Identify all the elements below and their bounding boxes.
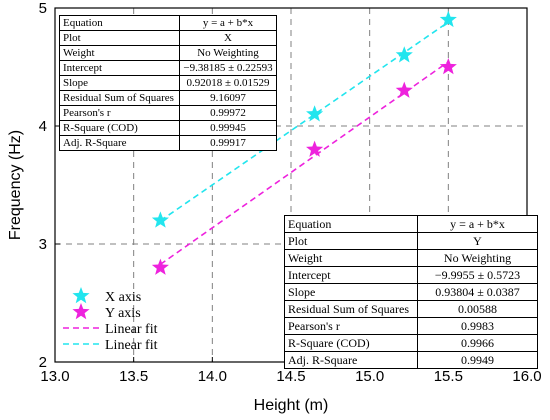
- fit-table-value: X: [179, 30, 277, 46]
- x-tick-label: 14.5: [276, 368, 305, 385]
- legend-label: Linear fit: [105, 338, 158, 353]
- fit-table-value: y = a + b*x: [417, 215, 538, 233]
- data-point: [395, 46, 413, 63]
- x-tick-label: 15.5: [434, 368, 463, 385]
- fit-table-value: 0.99945: [179, 120, 277, 136]
- fit-table-key: Adj. R-Square: [284, 351, 418, 369]
- legend-label: X axis: [105, 290, 141, 305]
- fit-table-value: Y: [417, 232, 538, 250]
- fit-table-row: Weight No Weighting: [284, 249, 538, 267]
- fit-table-key: Plot: [59, 30, 180, 46]
- fit-table-row: Residual Sum of Squares 9.16097: [59, 90, 277, 106]
- fit-table-y: Equation y = a + b*x Plot Y Weight No Weighti…: [284, 215, 538, 369]
- fit-table-row: Equation y = a + b*x: [59, 15, 277, 31]
- data-point: [306, 140, 324, 157]
- fit-table-value: 0.9983: [417, 317, 538, 335]
- data-point: [306, 105, 324, 122]
- fit-table-value: 0.99972: [179, 105, 277, 121]
- y-tick-label: 4: [39, 118, 47, 135]
- fit-table-row: R-Square (COD) 0.99945: [59, 120, 277, 136]
- fit-table-key: Pearson's r: [284, 317, 418, 335]
- fit-table-key: Residual Sum of Squares: [284, 300, 418, 318]
- fit-table-value: No Weighting: [179, 45, 277, 61]
- y-tick-label: 2: [39, 354, 47, 371]
- fit-table-value: No Weighting: [417, 249, 538, 267]
- x-axis-title: Height (m): [254, 397, 329, 414]
- fit-table-key: R-Square (COD): [59, 120, 180, 136]
- fit-table-row: Weight No Weighting: [59, 45, 277, 61]
- fit-table-value: 9.16097: [179, 90, 277, 106]
- fit-table-key: Intercept: [59, 60, 180, 76]
- x-tick-label: 13.0: [40, 368, 69, 385]
- x-tick-label: 13.5: [119, 368, 148, 385]
- fit-table-key: Adj. R-Square: [59, 135, 180, 151]
- fit-table-key: Pearson's r: [59, 105, 180, 121]
- data-point: [439, 58, 457, 75]
- y-tick-label: 3: [39, 236, 47, 253]
- fit-table-row: R-Square (COD) 0.9966: [284, 334, 538, 352]
- fit-table-row: Intercept −9.9955 ± 0.5723: [284, 266, 538, 284]
- fit-table-key: Equation: [284, 215, 418, 233]
- fit-table-value: −9.9955 ± 0.5723: [417, 266, 538, 284]
- fit-table-row: Pearson's r 0.99972: [59, 105, 277, 121]
- legend-marker: [72, 287, 90, 304]
- fit-table-value: 0.93804 ± 0.0387: [417, 283, 538, 301]
- fit-table-row: Pearson's r 0.9983: [284, 317, 538, 335]
- fit-table-x: Equation y = a + b*x Plot X Weight No Weighti…: [59, 15, 277, 151]
- fit-table-row: Intercept −9.38185 ± 0.22593: [59, 60, 277, 76]
- fit-table-key: Slope: [59, 75, 180, 91]
- data-point: [439, 10, 457, 28]
- legend-label: Y axis: [105, 306, 141, 321]
- x-tick-label: 14.0: [198, 368, 227, 385]
- fit-table-key: Slope: [284, 283, 418, 301]
- fit-table-row: Equation y = a + b*x: [284, 215, 538, 233]
- fit-table-value: −9.38185 ± 0.22593: [179, 60, 277, 76]
- fit-table-value: 0.00588: [417, 300, 538, 318]
- fit-table-value: 0.99917: [179, 135, 277, 151]
- axis-ticks: 13.0 13.5 14.0 14.5 15.0 15.5 16.0 2 3 4 5: [39, 0, 542, 385]
- y-tick-label: 5: [39, 0, 47, 17]
- fit-table-key: R-Square (COD): [284, 334, 418, 352]
- fit-table-row: Plot Y: [284, 232, 538, 250]
- fit-table-row: Plot X: [59, 30, 277, 46]
- data-point: [395, 81, 413, 98]
- fit-table-key: Weight: [284, 249, 418, 267]
- fit-table-key: Residual Sum of Squares: [59, 90, 180, 106]
- fit-table-row: Adj. R-Square 0.99917: [59, 135, 277, 151]
- fit-table-key: Intercept: [284, 266, 418, 284]
- data-point: [151, 211, 169, 228]
- x-tick-label: 16.0: [512, 368, 541, 385]
- fit-table-value: 0.9966: [417, 334, 538, 352]
- fit-table-key: Equation: [59, 15, 180, 31]
- fit-table-row: Adj. R-Square 0.9949: [284, 351, 538, 369]
- data-points: [151, 10, 457, 275]
- fit-table-value: y = a + b*x: [179, 15, 277, 31]
- fit-table-row: Slope 0.93804 ± 0.0387: [284, 283, 538, 301]
- fit-table-value: 0.9949: [417, 351, 538, 369]
- fit-table-value: 0.92018 ± 0.01529: [179, 75, 277, 91]
- y-axis-title: Frequency (Hz): [7, 130, 24, 240]
- legend-label: Linear fit: [105, 322, 158, 337]
- fit-table-row: Residual Sum of Squares 0.00588: [284, 300, 538, 318]
- legend-marker: [72, 303, 90, 320]
- fit-table-key: Weight: [59, 45, 180, 61]
- x-tick-label: 15.0: [355, 368, 384, 385]
- fit-table-key: Plot: [284, 232, 418, 250]
- fit-table-row: Slope 0.92018 ± 0.01529: [59, 75, 277, 91]
- data-point: [151, 258, 169, 275]
